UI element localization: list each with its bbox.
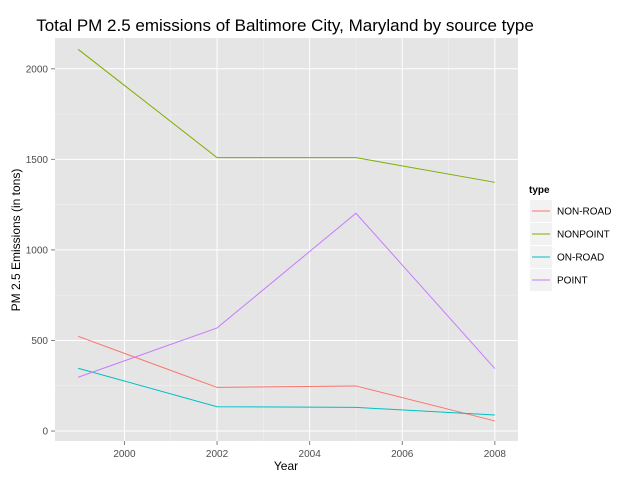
y-tick-label: 1500 xyxy=(26,155,49,166)
series-lines xyxy=(77,48,496,422)
x-tick-label: 2008 xyxy=(484,449,507,460)
legend-title: type xyxy=(529,185,550,196)
x-tick-label: 2000 xyxy=(113,449,136,460)
legend-label: NON-ROAD xyxy=(557,207,611,218)
x-tick-label: 2004 xyxy=(299,449,322,460)
series-line-point xyxy=(77,212,496,378)
chart-title: Total PM 2.5 emissions of Baltimore City… xyxy=(36,16,534,35)
y-tick-label: 500 xyxy=(31,336,48,347)
x-axis-title: Year xyxy=(274,459,298,473)
series-line-non-road xyxy=(77,335,495,422)
y-axis-ticks: 0 500 1000 1500 2000 xyxy=(26,64,55,438)
x-tick-label: 2006 xyxy=(391,449,414,460)
y-tick-label: 2000 xyxy=(26,64,49,75)
plot-panel xyxy=(55,38,518,441)
y-tick-label: 1000 xyxy=(26,245,49,256)
series-line-on-road xyxy=(78,367,495,416)
x-tick-label: 2002 xyxy=(206,449,229,460)
legend-label: NONPOINT xyxy=(557,230,610,241)
legend-label: POINT xyxy=(557,276,588,287)
y-tick-label: 0 xyxy=(42,427,48,438)
y-axis-title: PM 2.5 Emissions (in tons) xyxy=(9,169,23,312)
x-axis-ticks: 2000 2002 2004 2006 2008 xyxy=(113,441,506,460)
legend: type NON-ROAD NONPOINT ON-ROAD POINT xyxy=(529,185,611,291)
legend-label: ON-ROAD xyxy=(557,253,604,264)
series-line-nonpoint xyxy=(77,48,495,183)
gridlines xyxy=(55,38,518,441)
